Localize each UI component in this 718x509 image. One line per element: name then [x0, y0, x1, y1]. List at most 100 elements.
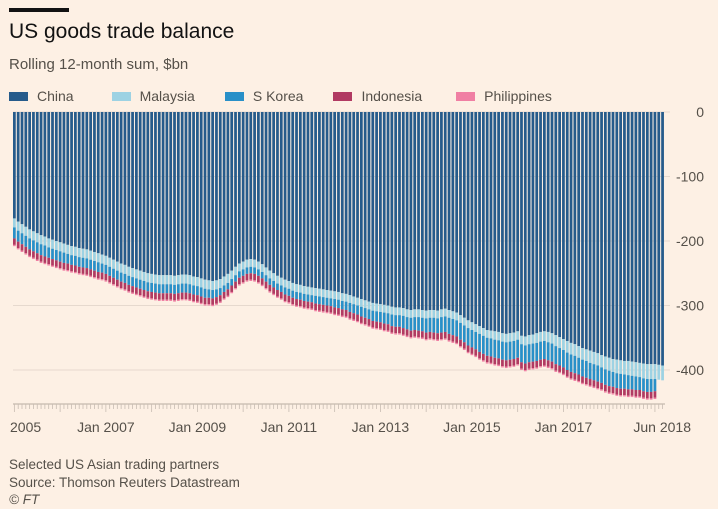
bar-china	[329, 112, 333, 291]
bar-malaysia	[218, 279, 222, 289]
bar-philippines	[356, 320, 359, 323]
bar-china	[96, 112, 100, 254]
bar-malaysia	[314, 288, 317, 296]
bar-china	[100, 112, 104, 255]
bar-china	[226, 112, 230, 274]
bar-s-korea	[24, 235, 28, 247]
bar-philippines	[623, 395, 626, 397]
bar-malaysia	[592, 351, 596, 365]
bar-indonesia	[100, 272, 104, 280]
bar-malaysia	[565, 340, 569, 353]
bar-china	[638, 112, 642, 363]
bar-philippines	[340, 315, 344, 318]
bar-philippines	[154, 299, 157, 301]
bar-s-korea	[58, 251, 62, 262]
bar-philippines	[390, 332, 394, 334]
bar-malaysia	[268, 270, 272, 279]
bar-philippines	[542, 365, 546, 367]
bar-china	[35, 112, 39, 234]
bar-china	[623, 112, 626, 361]
bar-china	[626, 112, 630, 361]
bar-malaysia	[310, 287, 314, 296]
bar-s-korea	[520, 344, 523, 363]
bar-philippines	[268, 291, 272, 293]
bar-s-korea	[634, 376, 638, 390]
bar-malaysia	[443, 308, 447, 317]
bar-philippines	[318, 310, 321, 312]
bar-malaysia	[32, 231, 35, 241]
bar-s-korea	[119, 272, 123, 282]
legend-item-malaysia: Malaysia	[111, 88, 195, 104]
bar-indonesia	[642, 391, 645, 398]
bar-malaysia	[127, 266, 131, 276]
bar-indonesia	[96, 271, 100, 279]
bar-malaysia	[459, 315, 462, 323]
x-tick-label: 2005	[10, 419, 41, 435]
bar-indonesia	[161, 293, 165, 300]
bar-malaysia	[394, 307, 398, 316]
bar-philippines	[382, 330, 386, 332]
bar-philippines	[359, 322, 363, 325]
bar-china	[165, 112, 169, 276]
bar-indonesia	[287, 295, 291, 303]
bar-china	[203, 112, 207, 280]
bar-indonesia	[93, 270, 96, 278]
y-tick-label: 0	[696, 104, 704, 120]
bar-china	[504, 112, 508, 334]
bar-indonesia	[62, 262, 66, 270]
bar-s-korea	[39, 244, 43, 256]
bar-s-korea	[455, 320, 459, 337]
bar-malaysia	[600, 355, 603, 368]
bar-indonesia	[245, 273, 249, 281]
bar-indonesia	[234, 281, 237, 289]
bar-malaysia	[138, 270, 142, 280]
bar-philippines	[634, 396, 638, 398]
bar-china	[344, 112, 348, 294]
bar-malaysia	[417, 309, 420, 318]
bar-s-korea	[154, 283, 157, 293]
bar-indonesia	[470, 347, 474, 354]
bar-indonesia	[512, 359, 516, 366]
bar-philippines	[352, 319, 356, 321]
bar-malaysia	[154, 274, 157, 284]
bar-china	[340, 112, 344, 294]
bar-china	[382, 112, 386, 305]
bar-malaysia	[340, 293, 344, 301]
bar-philippines	[523, 370, 527, 372]
bar-s-korea	[51, 248, 54, 260]
bar-s-korea	[348, 302, 352, 312]
bar-china	[264, 112, 268, 268]
bar-s-korea	[489, 338, 493, 357]
bar-malaysia	[253, 259, 256, 268]
bar-indonesia	[420, 331, 424, 338]
bar-china	[241, 112, 245, 262]
bar-philippines	[188, 299, 192, 301]
bar-china	[325, 112, 329, 291]
bar-indonesia	[104, 273, 108, 281]
bar-s-korea	[16, 230, 20, 242]
bar-indonesia	[562, 367, 565, 374]
bar-china	[234, 112, 237, 267]
bar-china	[394, 112, 398, 308]
bar-malaysia	[634, 362, 638, 377]
bar-malaysia	[562, 339, 565, 350]
bar-malaysia	[577, 346, 581, 358]
bar-indonesia	[550, 361, 554, 369]
bar-philippines	[81, 273, 85, 276]
bar-indonesia	[203, 297, 207, 305]
bar-malaysia	[638, 362, 642, 378]
bar-s-korea	[279, 285, 283, 292]
bar-philippines	[611, 393, 615, 395]
bar-philippines	[241, 282, 245, 284]
bar-s-korea	[196, 286, 199, 296]
bar-malaysia	[13, 218, 16, 228]
bar-malaysia	[645, 364, 649, 380]
bar-s-korea	[138, 279, 142, 289]
bar-china	[485, 112, 489, 331]
bar-philippines	[558, 371, 561, 374]
bar-s-korea	[70, 255, 73, 265]
bar-malaysia	[569, 342, 573, 355]
bar-s-korea	[535, 342, 539, 361]
bar-china	[184, 112, 188, 275]
bar-indonesia	[615, 388, 619, 395]
